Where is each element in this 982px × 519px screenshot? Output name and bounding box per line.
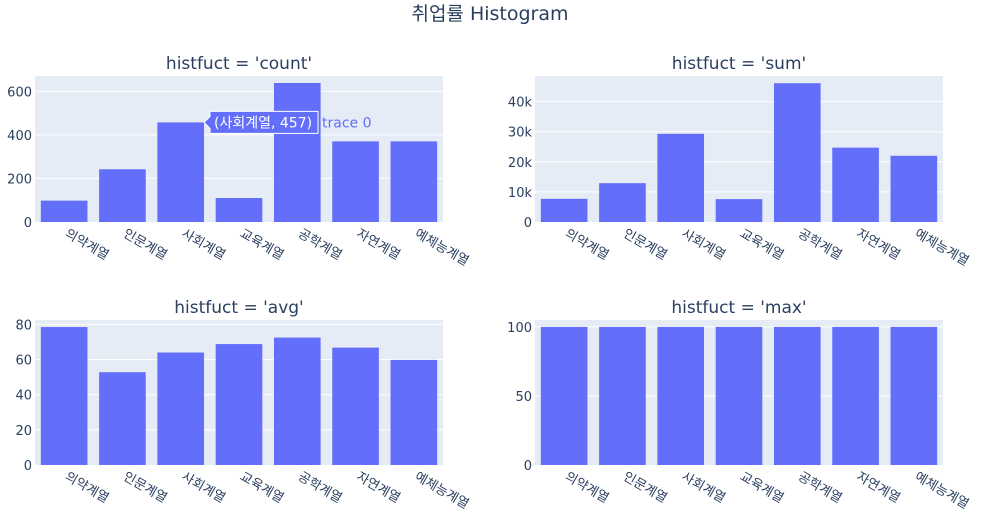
y-tick-label: 60 [15, 354, 32, 369]
x-tick-label: 교육계열 [737, 226, 786, 263]
bar[interactable] [657, 326, 705, 465]
bar[interactable] [715, 199, 763, 222]
x-tick-label: 자연계열 [354, 226, 403, 263]
bar[interactable] [390, 141, 438, 222]
x-tick-label: 사회계열 [679, 226, 728, 263]
y-tick-label: 400 [7, 129, 32, 144]
bar[interactable] [273, 82, 321, 222]
bar[interactable] [715, 326, 763, 465]
bar[interactable] [832, 326, 879, 465]
subplot-4: 0 50 100 의약계열 인문계열 사회계열 교육계열 공학계열 자연계열 예체능계열 histf… [507, 298, 971, 512]
main-title: 취업률 Histogram [411, 3, 568, 25]
y-tick-label: 50 [515, 390, 532, 405]
bar[interactable] [157, 352, 205, 465]
bar[interactable] [599, 326, 646, 465]
subplot-title: histfuct = 'max' [671, 298, 806, 318]
bar[interactable] [273, 337, 321, 465]
x-tick-label: 인문계열 [120, 469, 169, 506]
bar[interactable] [157, 122, 205, 222]
bar[interactable] [215, 198, 263, 222]
x-tick-label: 예체능계열 [412, 226, 471, 269]
hover-trace-name: trace 0 [322, 115, 372, 131]
bar[interactable] [890, 326, 938, 465]
y-tick-label: 40k [508, 96, 533, 111]
bar[interactable] [890, 155, 938, 222]
x-tick-label: 자연계열 [354, 469, 403, 506]
y-tick-label: 20k [508, 156, 533, 171]
y-tick-label: 20 [15, 424, 32, 439]
bar[interactable] [773, 83, 821, 223]
bar[interactable] [832, 147, 879, 222]
x-tick-label: 공학계열 [295, 226, 344, 263]
hover-box [203, 110, 319, 134]
bar[interactable] [40, 327, 88, 465]
x-tick-label: 공학계열 [295, 469, 344, 506]
x-tick-label: 의약계열 [562, 226, 611, 263]
y-tick-label: 0 [24, 216, 32, 231]
x-tick-label: 사회계열 [179, 226, 228, 263]
y-tick-label: 10k [508, 186, 533, 201]
subplot-title: histfuct = 'avg' [174, 298, 303, 318]
y-tick-label: 80 [15, 318, 32, 333]
x-tick-label: 사회계열 [179, 469, 228, 506]
x-tick-label: 의약계열 [562, 469, 611, 506]
x-tick-label: 자연계열 [854, 469, 903, 506]
bar[interactable] [599, 183, 646, 222]
x-tick-label: 인문계열 [620, 469, 669, 506]
hover-label: (사회계열, 457) [214, 115, 312, 131]
bar[interactable] [332, 141, 379, 222]
y-tick-label: 40 [15, 389, 32, 404]
bar[interactable] [99, 169, 146, 222]
bar[interactable] [40, 200, 88, 222]
x-tick-label: 교육계열 [237, 469, 286, 506]
y-tick-label: 100 [507, 321, 532, 336]
bar[interactable] [215, 344, 263, 465]
x-tick-label: 공학계열 [795, 469, 844, 506]
subplot-1: 0 200 400 600 의약계열 인문계열 사회계열 교육계열 공학계열 자연계열 예체능계열 h… [7, 54, 471, 269]
x-tick-label: 인문계열 [120, 226, 169, 263]
subplot-2: 0 10k 20k 30k 40k 의약계열 인문계열 사회계열 교육계열 공학계열 자연계열 예체능… [508, 54, 971, 269]
bar[interactable] [99, 372, 146, 465]
y-tick-label: 0 [524, 459, 532, 474]
hover-tooltip: (사회계열, 457) trace 0 [203, 110, 372, 134]
y-tick-label: 200 [7, 172, 32, 187]
bar[interactable] [332, 347, 379, 465]
subplot-title: histfuct = 'count' [166, 54, 312, 74]
x-tick-label: 공학계열 [795, 226, 844, 263]
x-tick-label: 사회계열 [679, 469, 728, 506]
y-tick-label: 30k [508, 126, 533, 141]
x-tick-label: 의약계열 [62, 469, 111, 506]
x-tick-label: 교육계열 [737, 469, 786, 506]
x-tick-label: 예체능계열 [912, 226, 971, 269]
bar[interactable] [540, 326, 588, 465]
bar[interactable] [657, 133, 705, 222]
x-tick-label: 예체능계열 [912, 469, 971, 512]
y-tick-label: 600 [7, 85, 32, 100]
bar[interactable] [540, 198, 588, 222]
subplot-3: 0 20 40 60 80 의약계열 인문계열 사회계열 교육계열 공학계열 자연계열 예체능계열 hi… [15, 298, 471, 512]
x-tick-label: 예체능계열 [412, 469, 471, 512]
y-tick-label: 0 [524, 216, 532, 231]
x-tick-label: 인문계열 [620, 226, 669, 263]
x-tick-label: 자연계열 [854, 226, 903, 263]
bar[interactable] [773, 326, 821, 465]
bar[interactable] [390, 359, 438, 465]
y-tick-label: 0 [24, 459, 32, 474]
subplot-title: histfuct = 'sum' [672, 54, 806, 74]
x-tick-label: 교육계열 [237, 226, 286, 263]
x-tick-label: 의약계열 [62, 226, 111, 263]
